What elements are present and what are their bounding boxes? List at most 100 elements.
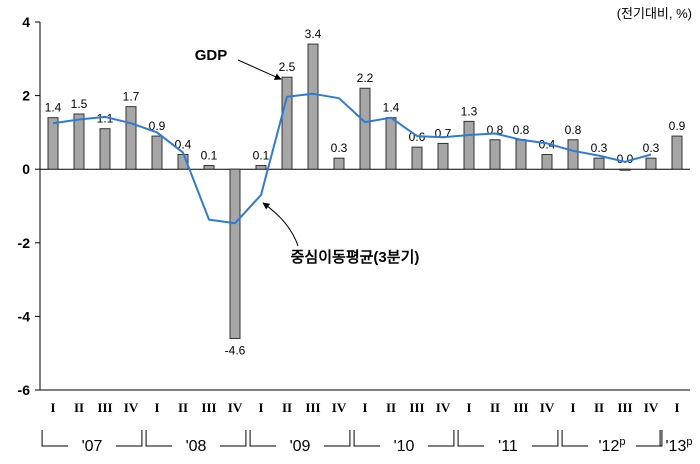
year-label: '08 [186,438,207,455]
quarter-label: II [386,400,396,415]
gdp-bar [541,153,553,170]
quarter-label: II [74,400,84,415]
plot-area: 4 2 0 -2 -4 -6 1.4 1.5 1.1 1.7 0.9 0.4 0.1 -4.6 0.1 2.5… [18,14,693,455]
y-tick-label: -2 [18,235,31,251]
year-bracket-left [457,430,484,447]
gdp-bar [385,117,397,170]
year-label: '13p [666,436,693,455]
gdp-value-label: 1.5 [71,97,88,111]
year-label: '10 [394,438,415,455]
quarter-label: III [97,400,112,415]
quarter-label: IV [644,400,659,415]
quarter-label: IV [540,400,555,415]
gdp-annotation-arrow [237,59,282,80]
gdp-bar [281,76,293,170]
gdp-value-label: -4.6 [225,343,246,357]
quarter-label: I [50,400,55,415]
gdp-value-label: 0.1 [201,149,218,163]
year-bracket-left [353,430,380,447]
gdp-annotation: GDP [195,47,228,64]
quarter-label: II [594,400,604,415]
year-label: '12p [599,436,626,455]
gdp-value-label: 3.4 [305,27,322,41]
gdp-bar [73,113,85,170]
gdp-value-label: 0.8 [513,123,530,137]
gdp-value-label: 0.4 [175,137,192,151]
gdp-value-label: 0.9 [669,119,686,133]
y-tick-label: 2 [22,88,30,104]
moving-average-annotation-arrow [262,202,299,247]
gdp-bar [255,165,267,170]
gdp-value-label: 0.3 [331,141,348,155]
gdp-bar [203,165,215,170]
gdp-bar [47,117,59,170]
gdp-value-label: 0.0 [617,152,634,166]
gdp-bar [463,120,475,170]
year-bracket-left [249,430,276,447]
gdp-value-label: 0.1 [253,149,270,163]
gdp-bar [567,139,579,170]
gdp-value-label: 2.5 [279,60,296,74]
gdp-value-label: 2.2 [357,71,374,85]
gdp-value-label: 1.4 [45,101,62,115]
year-label: '11 [498,438,518,455]
gdp-bar [411,146,423,170]
y-tick-label: 0 [22,161,30,177]
y-tick-label: -4 [18,308,31,324]
gdp-value-label: 0.7 [435,126,452,140]
gdp-bar [437,142,449,170]
year-bracket-left [41,430,68,447]
year-bracket-left [145,430,172,447]
year-bracket-right [428,430,455,447]
gdp-bar [99,128,111,170]
gdp-value-label: 1.4 [383,101,400,115]
gdp-bar [645,157,657,170]
gdp-value-label: 0.9 [149,119,166,133]
year-bracket-right [636,430,663,447]
gdp-bar [307,43,319,170]
quarter-label: I [362,400,367,415]
gdp-bar [151,135,163,170]
gdp-bar [489,139,501,170]
y-tick-label: -6 [18,382,31,398]
year-bracket-right [220,430,247,447]
quarter-label: I [570,400,575,415]
year-label: '09 [290,438,311,455]
y-tick-label: 4 [22,14,30,30]
moving-average-line [52,92,652,225]
quarter-label: I [258,400,263,415]
year-bracket-right [532,430,559,447]
gdp-bar [671,135,683,170]
year-bracket-right [324,430,351,447]
gdp-bar [125,106,137,170]
gdp-value-label: 0.3 [591,141,608,155]
gdp-value-label: 1.1 [97,112,114,126]
year-bracket-right [116,430,143,447]
gdp-bar [229,168,241,339]
quarter-label: III [201,400,216,415]
unit-label: (전기대비, %) [617,6,692,21]
gdp-value-label: 0.8 [565,123,582,137]
quarter-label: I [466,400,471,415]
quarter-label: IV [332,400,347,415]
quarter-label: III [305,400,320,415]
quarter-label: III [409,400,424,415]
year-label-superscript: p [686,436,692,448]
gdp-value-label: 1.3 [461,104,478,118]
year-bracket-left [561,430,588,447]
quarter-label: IV [436,400,451,415]
quarter-label: IV [124,400,139,415]
quarter-label: III [513,400,528,415]
gdp-value-label: 0.3 [643,141,660,155]
year-label-superscript: p [619,436,625,448]
gdp-bar [333,157,345,170]
quarter-label: III [617,400,632,415]
moving-average-annotation: 중심이동평균(3분기) [291,248,420,266]
quarter-label: II [282,400,292,415]
quarter-label: I [674,400,679,415]
gdp-value-label: 1.7 [123,90,140,104]
year-label: '07 [82,438,103,455]
quarter-label: I [154,400,159,415]
